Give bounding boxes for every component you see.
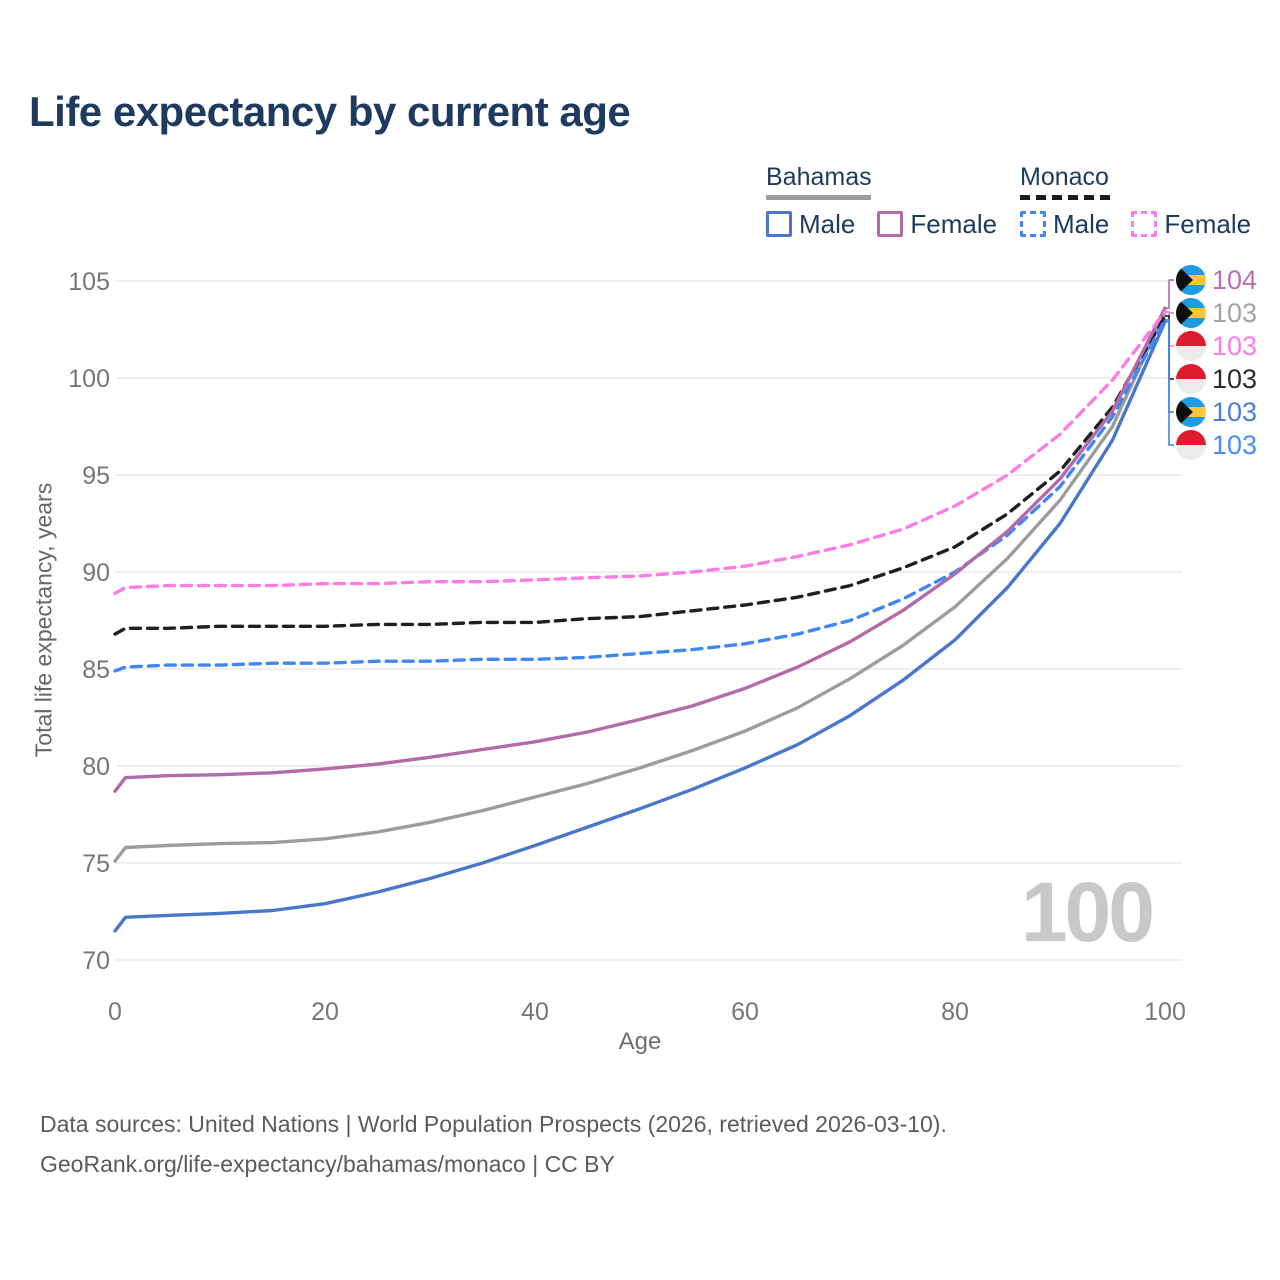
x-tick-60: 60 [731,998,759,1026]
legend-country-bahamas[interactable]: Bahamas [766,163,872,191]
end-label-value-bahamas-male: 103 [1212,397,1258,427]
legend-label-monaco-male[interactable]: Male [1053,208,1110,239]
legend-underline-bahamas [766,195,871,200]
y-tick-70: 70 [82,947,110,975]
x-axis-title: Age [618,1028,662,1055]
end-label-bahamas-female[interactable]: 104 [1176,265,1257,295]
end-label-bahamas-all[interactable]: 103 [1176,298,1257,328]
end-label-connector-bahamas-female [1165,279,1174,309]
footer-link: GeoRank.org/life-expectancy/bahamas/mona… [40,1151,615,1177]
bahamas-flag-icon [1176,298,1206,328]
line-bahamas-female[interactable] [113,306,1167,793]
line-monaco-all[interactable] [113,314,1167,636]
end-label-value-monaco-female: 103 [1212,331,1258,361]
y-tick-105: 105 [68,268,110,296]
legend-swatch-monaco-male[interactable] [1020,211,1046,237]
y-axis-title: Total life expectancy, years [30,482,57,758]
legend-swatch-bahamas-female[interactable] [877,211,904,237]
end-label-value-bahamas-all: 103 [1212,298,1258,328]
y-tick-95: 95 [82,462,110,490]
end-label-connector-monaco-male [1165,319,1174,446]
legend-country-monaco[interactable]: Monaco [1020,163,1109,191]
y-tick-100: 100 [68,365,110,393]
end-label-value-bahamas-female: 104 [1212,265,1258,295]
legend-underline-monaco [1020,195,1115,200]
monaco-flag-icon [1176,331,1206,361]
x-tick-20: 20 [311,998,339,1026]
hovered-age-watermark: 100 [1020,865,1155,959]
end-label-monaco-female[interactable]: 103 [1176,331,1257,361]
legend-label-bahamas-female[interactable]: Female [910,208,998,239]
monaco-flag-icon [1176,364,1206,394]
y-tick-90: 90 [82,559,110,587]
footer-sources: Data sources: United Nations | World Pop… [40,1111,947,1137]
end-label-monaco-male[interactable]: 103 [1176,430,1257,460]
line-monaco-female[interactable] [113,310,1167,595]
legend-label-bahamas-male[interactable]: Male [799,208,856,239]
footer: Data sources: United Nations | World Pop… [40,1104,947,1184]
y-tick-80: 80 [82,753,110,781]
y-tick-75: 75 [82,850,110,878]
x-tick-40: 40 [521,998,549,1026]
page-title: Life expectancy by current age [29,88,631,135]
legend-label-monaco-female[interactable]: Female [1164,208,1252,239]
line-bahamas-male[interactable] [113,320,1167,933]
legend-group-bahamas: Bahamas Male Female [766,163,1019,240]
end-label-monaco-all[interactable]: 103 [1176,364,1257,394]
x-tick-0: 0 [108,998,122,1026]
monaco-flag-icon [1176,430,1206,460]
x-tick-80: 80 [941,998,969,1026]
end-label-value-monaco-all: 103 [1212,364,1258,394]
legend-group-monaco: Monaco Male Female [1020,163,1273,240]
bahamas-flag-icon [1176,397,1206,427]
bahamas-flag-icon [1176,265,1206,295]
end-label-bahamas-male[interactable]: 103 [1176,397,1257,427]
x-tick-100: 100 [1144,998,1186,1026]
y-tick-85: 85 [82,656,110,684]
end-label-value-monaco-male: 103 [1212,430,1258,460]
legend-swatch-monaco-female[interactable] [1131,211,1158,237]
legend-swatch-bahamas-male[interactable] [766,211,792,237]
line-bahamas-all[interactable] [113,310,1167,863]
